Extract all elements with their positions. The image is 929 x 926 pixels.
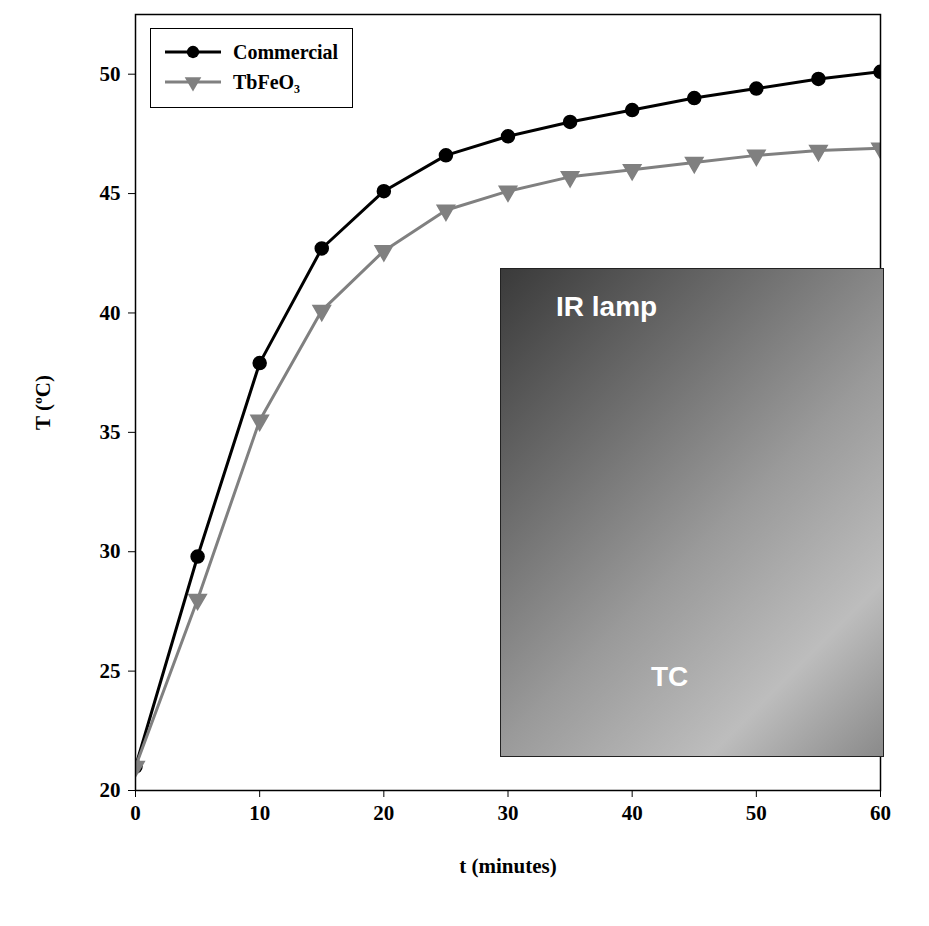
html-text:TC: TC <box>651 661 689 692</box>
svg-text:40: 40 <box>100 301 121 325</box>
svg-text:50: 50 <box>746 801 767 825</box>
svg-text:45: 45 <box>100 181 121 205</box>
svg-text:T (ºC): T (ºC) <box>31 375 55 430</box>
svg-text:40: 40 <box>622 801 643 825</box>
svg-text:30: 30 <box>100 539 121 563</box>
svg-text:20: 20 <box>373 801 394 825</box>
html-text:TbFeO₃: TbFeO₃ <box>233 70 301 93</box>
svg-text:0: 0 <box>130 801 141 825</box>
svg-text:t (minutes): t (minutes) <box>459 854 556 878</box>
svg-text:20: 20 <box>100 778 121 802</box>
svg-text:50: 50 <box>100 62 121 86</box>
svg-text:35: 35 <box>100 420 121 444</box>
svg-text:10: 10 <box>249 801 270 825</box>
svg-text:25: 25 <box>100 659 121 683</box>
html-text:Commercial: Commercial <box>233 40 339 63</box>
html-text:IR lamp: IR lamp <box>556 291 658 322</box>
svg-text:30: 30 <box>498 801 519 825</box>
svg-text:60: 60 <box>870 801 891 825</box>
